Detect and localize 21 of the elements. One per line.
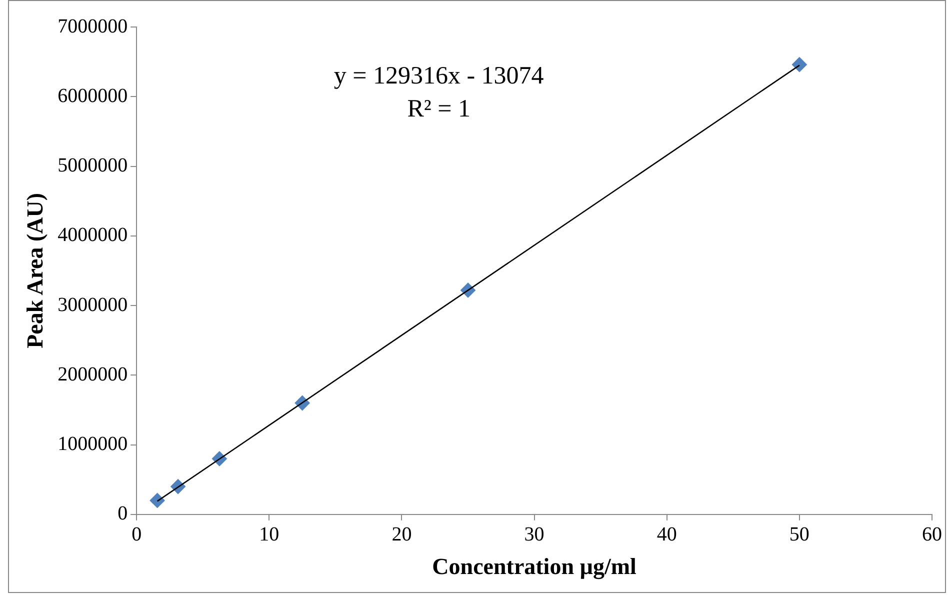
point: [150, 492, 165, 508]
y-tick-label: 7000000: [58, 15, 128, 38]
y-tick-label: 5000000: [58, 154, 128, 177]
x-tick-label: 50: [789, 524, 810, 546]
x-tick-label: 0: [132, 524, 142, 546]
x-tick-label: 20: [392, 524, 412, 546]
x-tick-label: 60: [922, 524, 942, 546]
x-tick-label: 30: [524, 524, 544, 546]
x-tick-label: 10: [259, 524, 280, 546]
y-tick-label: 1000000: [58, 433, 128, 456]
point: [792, 57, 807, 72]
y-tick-label: 4000000: [58, 224, 128, 246]
y-axis-title: Peak Area (AU): [22, 192, 48, 348]
y-tick-label: 2000000: [58, 363, 128, 386]
y-tick-label: 3000000: [58, 294, 128, 316]
annotation: y = 129316x - 13074: [334, 62, 544, 90]
x-tick-label: 40: [656, 524, 677, 546]
annotation: R² = 1: [407, 96, 470, 123]
x-axis-title: Concentration µg/ml: [432, 554, 636, 580]
y-tick-label: 6000000: [58, 84, 128, 107]
y-tick-label: 0: [118, 502, 128, 525]
